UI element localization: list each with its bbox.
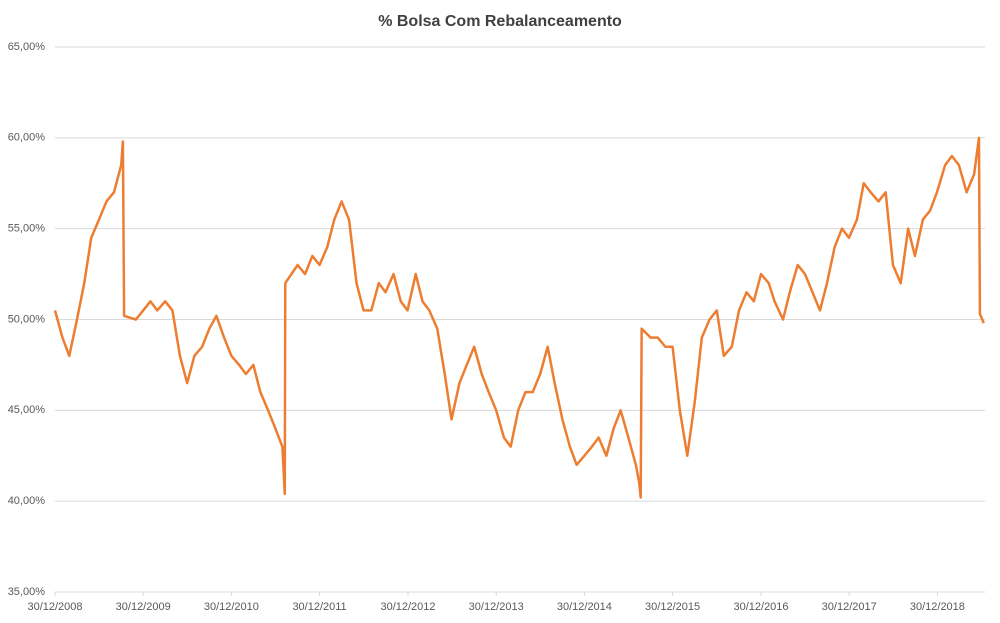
x-tick-label: 30/12/2016: [733, 601, 788, 613]
x-tick-label: 30/12/2012: [380, 601, 435, 613]
data-line: [53, 136, 985, 499]
y-tick-label: 50,00%: [8, 313, 46, 325]
chart-title: % Bolsa Com Rebalanceamento: [378, 13, 622, 30]
x-tick-label: 30/12/2008: [27, 601, 82, 613]
x-tick-label: 30/12/2009: [116, 601, 171, 613]
y-tick-label: 40,00%: [8, 495, 46, 507]
x-tick-label: 30/12/2014: [557, 601, 612, 613]
x-tick-label: 30/12/2018: [910, 601, 965, 613]
x-tick-label: 30/12/2013: [469, 601, 524, 613]
x-tick-label: 30/12/2015: [645, 601, 700, 613]
y-tick-label: 60,00%: [8, 132, 46, 144]
x-tick-label: 30/12/2011: [292, 601, 346, 613]
y-tick-label: 65,00%: [8, 41, 46, 53]
y-tick-label: 55,00%: [8, 223, 46, 235]
y-tick-label: 35,00%: [8, 586, 46, 598]
y-tick-label: 45,00%: [8, 404, 46, 416]
x-tick-label: 30/12/2017: [822, 601, 877, 613]
x-tick-label: 30/12/2010: [204, 601, 259, 613]
